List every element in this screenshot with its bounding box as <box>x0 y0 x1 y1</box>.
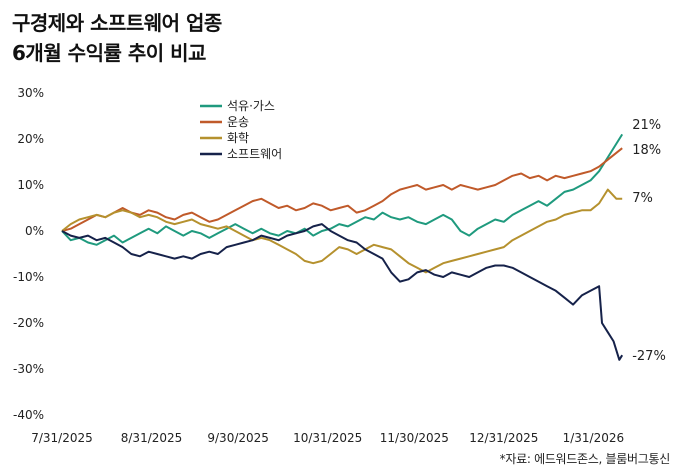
x-tick-label: 10/31/2025 <box>293 431 362 445</box>
legend-label: 석유·가스 <box>227 99 275 113</box>
x-tick-label: 8/31/2025 <box>121 431 183 445</box>
y-tick-label: 20% <box>17 132 44 146</box>
chart-title-line2: 6개월 수익률 추이 비교 <box>12 41 206 65</box>
x-tick-label: 1/31/2026 <box>563 431 625 445</box>
source-note: *자료: 에드워드존스, 블룸버그통신 <box>499 452 671 466</box>
y-tick-label: -40% <box>13 408 44 422</box>
end-label: -27% <box>632 349 666 364</box>
legend-label: 소프트웨어 <box>227 147 282 161</box>
chart-title: 구경제와 소프트웨어 업종 6개월 수익률 추이 비교 <box>12 8 222 68</box>
series-line-2 <box>61 147 623 232</box>
y-tick-label: 10% <box>17 178 44 192</box>
x-tick-label: 12/31/2025 <box>469 431 538 445</box>
chart-title-line1: 구경제와 소프트웨어 업종 <box>12 11 222 35</box>
legend-label: 운송 <box>227 115 249 129</box>
y-tick-label: -10% <box>13 270 44 284</box>
y-tick-label: -20% <box>13 316 44 330</box>
y-tick-label: 30% <box>17 86 44 100</box>
y-tick-label: 0% <box>25 224 44 238</box>
legend-label: 화학 <box>227 131 249 145</box>
end-label: 18% <box>632 143 661 158</box>
y-tick-label: -30% <box>13 362 44 376</box>
series-line-1 <box>61 133 624 246</box>
series-line-3 <box>61 188 623 274</box>
x-tick-label: 11/30/2025 <box>380 431 449 445</box>
x-tick-label: 7/31/2025 <box>31 431 93 445</box>
end-label: 7% <box>632 191 653 206</box>
end-label: 21% <box>632 118 661 133</box>
series-line-4 <box>61 223 624 361</box>
x-tick-label: 9/30/2025 <box>207 431 269 445</box>
